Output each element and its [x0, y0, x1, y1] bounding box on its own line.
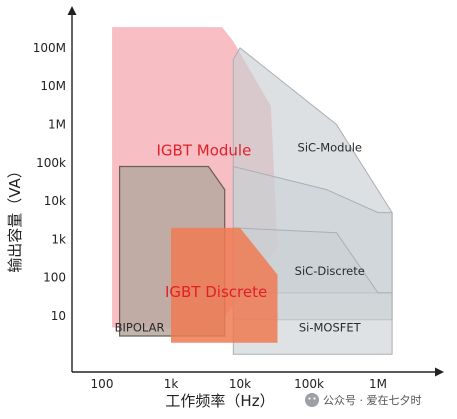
region-labels: IGBT Module SiC-Module SiC-Discrete IGBT Di… — [115, 141, 365, 335]
y-tick-label: 10k — [44, 194, 66, 208]
y-tick-label: 100 — [43, 271, 66, 285]
label-bipolar: BIPOLAR — [115, 321, 165, 335]
x-tick-label: 10k — [229, 377, 251, 391]
watermark-text: 公众号 · 爱在七夕时 — [323, 394, 422, 407]
wechat-icon — [305, 393, 319, 407]
label-igbt-module: IGBT Module — [157, 141, 252, 159]
y-tick-labels: 10 100 1k 10k 100k 1M 10M 100M — [33, 41, 66, 323]
chart-regions — [112, 27, 393, 355]
x-tick-label: 100k — [294, 377, 324, 391]
x-tick-label: 100 — [91, 377, 114, 391]
y-tick-label: 1M — [48, 118, 66, 132]
x-axis-title: 工作频率（Hz） — [165, 392, 274, 410]
label-sic-module: SiC-Module — [298, 141, 363, 155]
x-tick-label: 1M — [369, 377, 387, 391]
y-tick-label: 100k — [36, 156, 66, 170]
y-axis-title: 输出容量（VA） — [6, 163, 24, 273]
y-tick-label: 100M — [33, 41, 66, 55]
y-axis-arrow — [67, 6, 77, 15]
y-tick-label: 1k — [51, 232, 66, 246]
wechat-icon-eye-left — [308, 397, 311, 400]
x-axis-arrow — [435, 367, 444, 377]
wechat-icon-eye-right — [313, 397, 316, 400]
x-tick-labels: 100 1k 10k 100k 1M — [91, 377, 387, 391]
label-igbt-discrete: IGBT Discrete — [165, 283, 267, 301]
region-igbt-discrete — [171, 227, 278, 343]
label-si-mosfet: Si-MOSFET — [299, 321, 362, 335]
watermark: 公众号 · 爱在七夕时 — [305, 393, 422, 407]
label-sic-discrete: SiC-Discrete — [295, 264, 365, 278]
x-tick-label: 1k — [164, 377, 179, 391]
y-tick-label: 10 — [51, 309, 66, 323]
y-tick-label: 10M — [40, 79, 66, 93]
chart-axes — [67, 6, 444, 377]
